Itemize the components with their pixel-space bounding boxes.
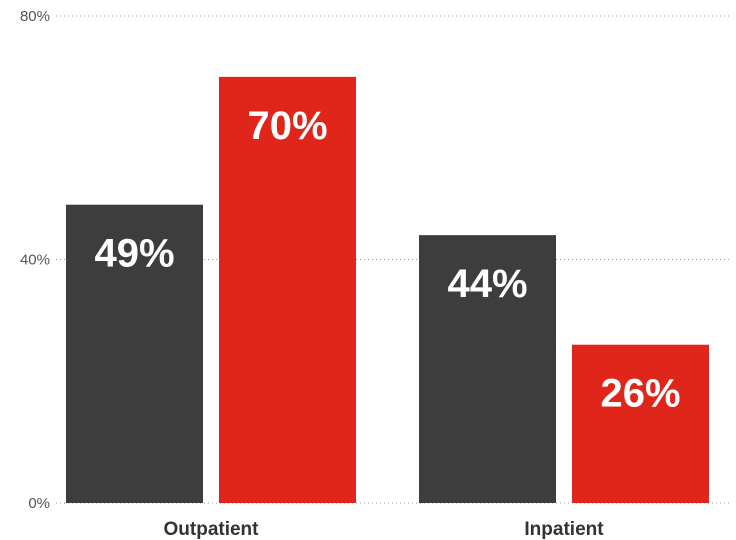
data-label: 49%	[94, 232, 174, 276]
data-labels: 49% 70% 44% 26%	[94, 104, 680, 416]
category-label-inpatient: Inpatient	[524, 519, 604, 540]
data-label: 44%	[447, 262, 527, 306]
y-tick-label: 40%	[20, 252, 50, 269]
y-tick-label: 80%	[20, 8, 50, 25]
category-label-outpatient: Outpatient	[164, 519, 260, 540]
y-axis-ticks: 0% 40% 80%	[20, 8, 50, 512]
y-tick-label: 0%	[28, 495, 50, 512]
x-axis-categories: Outpatient Inpatient	[164, 519, 605, 540]
bar-inpatient-series-1	[419, 235, 556, 503]
bar-inpatient-series-2	[572, 344, 709, 503]
bar-outpatient-series-1	[66, 204, 203, 503]
bar-outpatient-series-2	[219, 76, 356, 503]
data-label: 26%	[600, 372, 680, 416]
data-label: 70%	[247, 104, 327, 148]
bars	[66, 76, 709, 503]
